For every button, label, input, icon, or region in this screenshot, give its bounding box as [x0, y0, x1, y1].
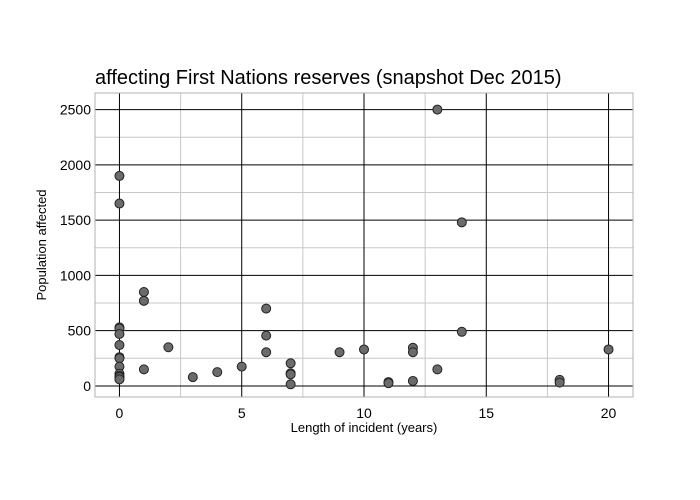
- x-tick-label: 0: [116, 405, 124, 421]
- data-point: [212, 367, 223, 378]
- x-tick-label: 5: [238, 405, 246, 421]
- data-point: [138, 295, 149, 306]
- data-point: [163, 342, 174, 353]
- data-point: [456, 326, 467, 337]
- data-point: [114, 170, 125, 181]
- data-point: [285, 358, 296, 369]
- data-point: [261, 303, 272, 314]
- data-point: [407, 375, 418, 386]
- y-tick-label: 2500: [60, 102, 91, 118]
- data-point: [407, 347, 418, 358]
- x-tick-label: 20: [601, 405, 617, 421]
- y-tick-labels: 0 500 1000 1500 2000 2500: [60, 102, 91, 394]
- plot-frame: [94, 92, 634, 398]
- data-point: [603, 344, 614, 355]
- y-tick-label: 1000: [60, 267, 91, 283]
- data-point: [138, 286, 149, 297]
- data-point: [114, 340, 125, 351]
- data-point: [554, 377, 565, 388]
- data-point: [114, 374, 125, 385]
- x-axis-label: Length of incident (years): [291, 420, 438, 435]
- data-point: [432, 104, 443, 115]
- x-tick-label: 10: [356, 405, 372, 421]
- data-point: [261, 347, 272, 358]
- data-point: [383, 378, 394, 389]
- data-point: [285, 379, 296, 390]
- y-tick-label: 1500: [60, 212, 91, 228]
- data-point: [114, 328, 125, 339]
- data-points: [114, 104, 614, 390]
- data-point: [359, 344, 369, 355]
- data-point: [285, 369, 296, 380]
- major-grid: [95, 93, 633, 397]
- data-point: [187, 372, 198, 383]
- data-point: [236, 361, 247, 372]
- data-point: [456, 217, 467, 228]
- x-tick-labels: 0 5 10 15 20: [116, 405, 617, 421]
- data-point: [138, 364, 149, 375]
- y-tick-label: 2000: [60, 157, 91, 173]
- y-axis-label: Population affected: [34, 189, 49, 300]
- x-tick-label: 15: [478, 405, 494, 421]
- data-point: [432, 364, 443, 375]
- y-tick-label: 500: [68, 323, 92, 339]
- chart-title: affecting First Nations reserves (snapsh…: [95, 67, 562, 89]
- data-point: [114, 198, 125, 209]
- data-point: [334, 347, 345, 358]
- data-point: [114, 353, 125, 364]
- data-point: [261, 330, 272, 341]
- y-tick-label: 0: [83, 378, 91, 394]
